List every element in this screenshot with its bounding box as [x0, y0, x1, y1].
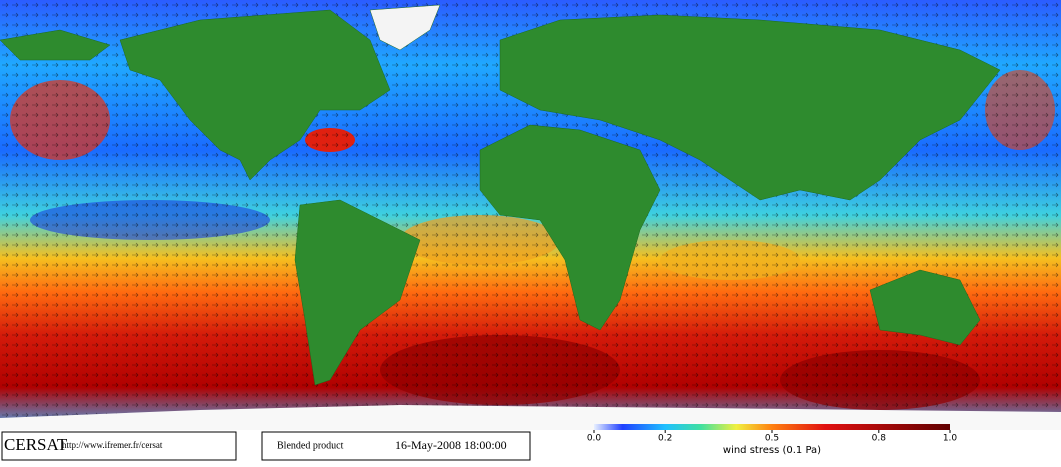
url: http://www.ifremer.fr/cersat	[62, 440, 163, 450]
product: Blended product	[277, 440, 344, 451]
colorbar-label: wind stress (0.1 Pa)	[723, 445, 821, 456]
logo-box	[1, 431, 237, 461]
colorbar-tick-label: 0.8	[872, 434, 887, 444]
footer: CERSAT http://www.ifremer.fr/cersat Blen…	[0, 424, 1061, 462]
datetime: 16-May-2008 18:00:00	[395, 438, 507, 452]
product-box	[261, 431, 531, 461]
logo: CERSAT	[4, 435, 68, 454]
colorbar-tick-label: 0.2	[658, 434, 672, 444]
colorbar-tick-label: 0.0	[587, 434, 602, 444]
colorbar-tick-label: 1.0	[943, 434, 958, 444]
colorbar	[594, 424, 950, 430]
land	[0, 4, 1061, 430]
colorbar-tick-label: 0.5	[765, 434, 779, 444]
